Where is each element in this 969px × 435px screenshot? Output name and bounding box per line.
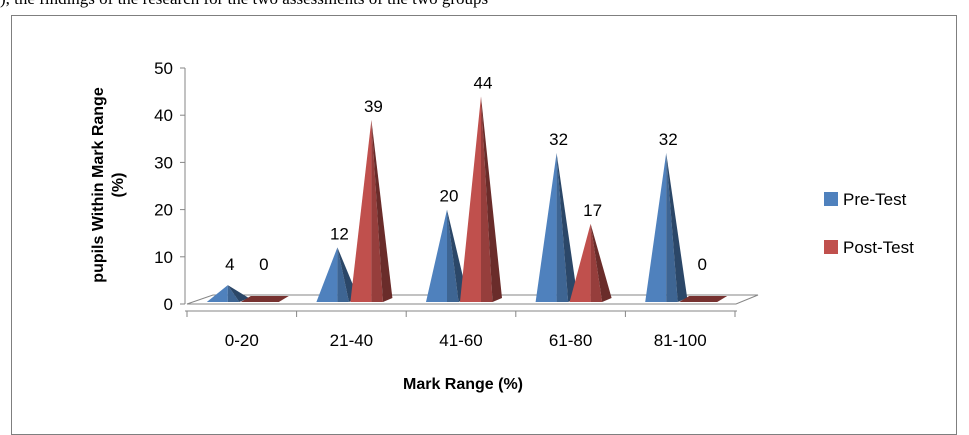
x-tick-label: 21-40 [330,331,373,350]
x-tick-label: 81-100 [654,331,707,350]
cone-post-test-front [460,96,481,302]
x-tick-label: 41-60 [439,331,482,350]
cone-pre-test-front [426,209,447,302]
data-label-pre-test: 32 [659,130,678,149]
cone-post-test-shadow [371,119,393,302]
legend-label-pre-test: Pre-Test [843,190,907,209]
data-label-pre-test: 12 [330,224,349,243]
chart-data-labels: 4 12 20 32 32 0 39 44 17 0 [225,73,707,274]
x-tick-label: 61-80 [549,331,592,350]
data-label-pre-test: 20 [440,187,459,206]
cone-pre-test-side [666,152,678,302]
cone-pre-test-shadow [227,285,249,302]
cone-pre-test-front [645,152,667,302]
y-tick-label: 40 [154,106,173,125]
data-label-post-test: 44 [474,73,493,92]
data-label-post-test: 39 [364,97,383,116]
data-label-post-test: 0 [259,255,268,274]
y-tick-label: 0 [164,295,173,314]
legend-label-post-test: Post-Test [843,238,914,257]
data-label-pre-test: 32 [549,130,568,149]
x-axis-title: Mark Range (%) [403,376,523,393]
cone-post-test-front [350,119,372,302]
cone-post-test-flat [679,296,728,302]
cone-pre-test-side [556,152,569,302]
cone-pre-test-front [316,247,338,302]
cone-pre-test-front [535,152,557,302]
cone-post-test-shadow [590,223,612,302]
y-tick-label: 10 [154,248,173,267]
cone-pre-test-shadow [666,152,688,302]
cone-post-test-front [569,223,591,302]
x-tick-label: 0-20 [225,331,259,350]
cone-pre-test-side [227,285,240,302]
page-caption-fragment: ), the findings of the research for the … [0,0,969,9]
cone-post-test-side [371,119,383,302]
cone-pre-test-shadow [556,152,578,302]
y-axis-title-line2: (%) [110,173,127,198]
y-tick-label: 30 [154,153,173,172]
y-axis-title-line1: pupils Within Mark Range [90,87,107,283]
y-tick-label: 20 [154,201,173,220]
data-label-post-test: 0 [697,255,706,274]
cone-pre-test-front [206,285,228,302]
cone-post-test-shadow [481,96,502,302]
legend-swatch-post-test [824,240,838,254]
chart-legend: Pre-Test Post-Test [824,190,914,257]
chart-cones [206,96,728,302]
cone-pre-test-side [337,247,349,302]
data-label-post-test: 17 [583,201,602,220]
legend-swatch-pre-test [824,192,838,206]
y-tick-label: 50 [154,59,173,78]
data-label-pre-test: 4 [225,255,234,274]
cone-post-test-flat [240,296,289,302]
cone-post-test-side [590,223,603,302]
